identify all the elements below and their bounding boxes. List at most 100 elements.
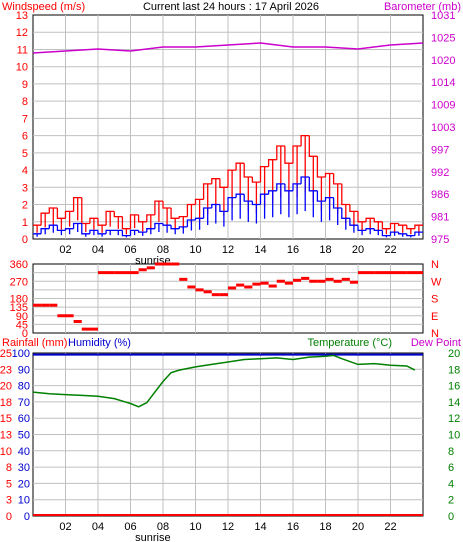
wind-y-tick-label: 11 — [17, 44, 28, 56]
barometer-tick-label: 1025 — [431, 32, 455, 44]
x-tick-label: 20 — [352, 244, 364, 256]
barometer-tick-label: 1020 — [431, 55, 455, 67]
compass-label: N — [431, 259, 439, 271]
temperature-tick-label: 12 — [448, 413, 460, 425]
rainfall-tick-label: 18 — [0, 397, 12, 409]
wind-y-tick-label: 13 — [16, 10, 28, 22]
wind-y-tick-label: 0 — [22, 234, 28, 246]
wind-gust-line — [33, 134, 423, 235]
barometer-tick-label: 1009 — [431, 100, 455, 112]
humidity-tick-label: 90 — [18, 364, 30, 376]
x-tick-label: 10 — [189, 521, 201, 533]
x-tick-label: 10 — [189, 244, 201, 256]
x-tick-label: 20 — [352, 521, 364, 533]
humidity-tick-label: 60 — [18, 413, 30, 425]
wind-y-tick-label: 5 — [22, 148, 28, 160]
wind-y-tick-label: 10 — [16, 62, 28, 74]
rainfall-tick-label: 20 — [0, 381, 12, 393]
humidity-tick-label: 80 — [18, 381, 30, 393]
rainfall-tick-label: 8 — [6, 462, 12, 474]
x-tick-label: 12 — [222, 244, 234, 256]
x-tick-label: 08 — [157, 521, 169, 533]
rainfall-tick-label: 0 — [6, 511, 12, 523]
compass-label: W — [431, 276, 442, 288]
direction-y-tick-label: 90 — [16, 311, 28, 323]
barometer-tick-label: 986 — [431, 189, 449, 201]
compass-label: N — [431, 328, 439, 340]
x-tick-label: 16 — [287, 244, 299, 256]
temperature-tick-label: 16 — [448, 381, 460, 393]
dew-point-title: Dew Point — [411, 337, 461, 349]
barometer-line — [32, 42, 424, 54]
x-tick-label: 18 — [319, 521, 331, 533]
temperature-tick-label: 8 — [448, 446, 454, 458]
direction-y-tick-label: 0 — [22, 328, 28, 340]
barometer-tick-label: 1014 — [431, 77, 455, 89]
temperature-title: Temperature (°C) — [308, 337, 392, 349]
temperature-tick-label: 18 — [448, 364, 460, 376]
x-tick-label: 06 — [124, 244, 136, 256]
data-series — [32, 42, 424, 516]
x-tick-label: 14 — [254, 244, 266, 256]
x-tick-label: 02 — [59, 244, 71, 256]
barometer-tick-label: 992 — [431, 167, 449, 179]
wind-y-tick-label: 12 — [16, 27, 28, 39]
barometer-tick-label: 1031 — [431, 10, 455, 22]
x-tick-label: 18 — [319, 244, 331, 256]
wind-y-tick-label: 8 — [22, 96, 28, 108]
wind-y-tick-label: 2 — [22, 200, 28, 212]
compass-label: E — [431, 311, 438, 323]
rainfall-tick-label: 23 — [0, 364, 12, 376]
direction-y-tick-label: 270 — [10, 276, 28, 288]
barometer-tick-label: 981 — [431, 212, 449, 224]
x-tick-label: 22 — [384, 521, 396, 533]
humidity-tick-label: 10 — [18, 495, 30, 507]
humidity-title: Humidity (%) — [68, 337, 131, 349]
wind-average-line — [33, 176, 423, 238]
x-tick-label: 06 — [124, 521, 136, 533]
x-tick-label: 16 — [287, 521, 299, 533]
axis-labels: 0123456789101112139759819869929971003100… — [0, 10, 460, 542]
rainfall-title: Rainfall (mm) — [2, 337, 67, 349]
x-tick-label: 04 — [92, 521, 104, 533]
humidity-tick-label: 100 — [12, 348, 30, 360]
rainfall-tick-label: 25 — [0, 348, 12, 360]
x-tick-label: 02 — [59, 521, 71, 533]
wind-y-tick-label: 9 — [22, 79, 28, 91]
temperature-tick-label: 2 — [448, 495, 454, 507]
temperature-line — [32, 354, 416, 408]
humidity-tick-label: 50 — [18, 430, 30, 442]
wind-y-tick-label: 7 — [22, 113, 28, 125]
humidity-tick-label: 70 — [18, 397, 30, 409]
x-tick-label: 04 — [92, 244, 104, 256]
barometer-tick-label: 997 — [431, 144, 449, 156]
humidity-tick-label: 0 — [24, 511, 30, 523]
wind-y-tick-label: 1 — [22, 217, 28, 229]
barometer-title: Barometer (mb) — [384, 1, 461, 13]
rainfall-tick-label: 3 — [6, 495, 12, 507]
barometer-tick-label: 1003 — [431, 122, 455, 134]
rainfall-tick-label: 10 — [0, 446, 12, 458]
wind-y-tick-label: 3 — [22, 182, 28, 194]
x-tick-label: 14 — [254, 521, 266, 533]
windspeed-title: Windspeed (m/s) — [2, 1, 85, 13]
temperature-tick-label: 20 — [448, 348, 460, 360]
sunrise-label: sunrise — [135, 532, 170, 542]
rainfall-tick-label: 13 — [0, 430, 12, 442]
x-tick-label: 08 — [157, 244, 169, 256]
temperature-tick-label: 4 — [448, 478, 454, 490]
rainfall-tick-label: 15 — [0, 413, 12, 425]
x-tick-label: 22 — [384, 244, 396, 256]
barometer-tick-label: 975 — [431, 234, 449, 246]
compass-label: S — [431, 294, 438, 306]
humidity-tick-label: 40 — [18, 446, 30, 458]
temperature-tick-label: 0 — [448, 511, 454, 523]
temperature-tick-label: 10 — [448, 430, 460, 442]
temperature-tick-label: 6 — [448, 462, 454, 474]
direction-y-tick-label: 135 — [10, 302, 28, 314]
rainfall-tick-label: 5 — [6, 478, 12, 490]
chart-title: Current last 24 hours : 17 April 2026 — [143, 1, 319, 13]
humidity-tick-label: 20 — [18, 478, 30, 490]
temperature-tick-label: 14 — [448, 397, 460, 409]
